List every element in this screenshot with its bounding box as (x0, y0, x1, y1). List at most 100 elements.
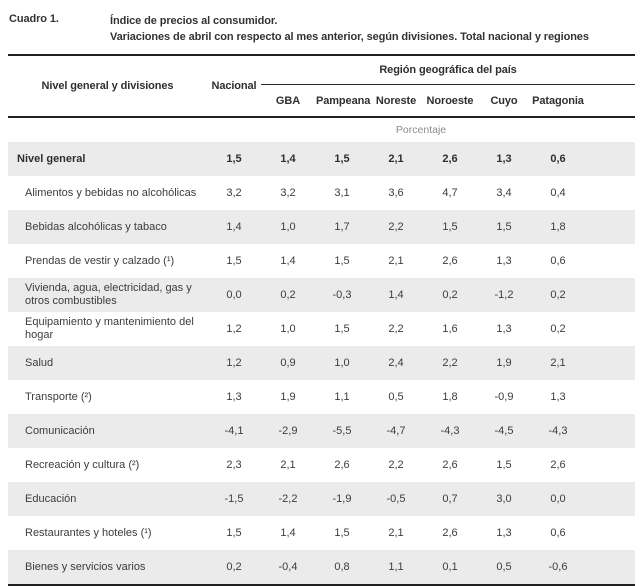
table-row: Recreación y cultura (²) 2,3 2,1 2,6 2,2 2,6 1… (8, 448, 635, 482)
table-row: Educación -1,5 -2,2 -1,9 -0,5 0,7 3,0 0,0 (8, 482, 636, 516)
value-cell: 1,5 (226, 527, 242, 539)
row-label: Comunicación (25, 424, 95, 437)
value-cell: 1,5 (226, 153, 242, 165)
value-cell: 0,2 (226, 561, 242, 573)
row-spacer (585, 550, 635, 585)
value-cell: -2,9 (278, 425, 298, 437)
table-title-line2: Variaciones de abril con respecto al mes… (110, 31, 589, 43)
value-cell: 1,4 (226, 221, 242, 233)
value-cell: 2,2 (388, 221, 404, 233)
value-cell: 3,4 (496, 187, 512, 199)
value-cell: 1,7 (334, 221, 350, 233)
value-cell: 0,2 (442, 289, 458, 301)
row-label: Salud (25, 356, 54, 369)
value-cell: 2,1 (280, 459, 296, 471)
value-cell: 0,6 (550, 527, 566, 539)
value-cell: 1,3 (496, 323, 512, 335)
value-cell: 1,4 (280, 527, 296, 539)
value-cell: 1,1 (388, 561, 404, 573)
row-spacer (585, 516, 635, 550)
value-cell: 0,2 (280, 289, 296, 301)
row-spacer (585, 380, 635, 414)
value-cell: 3,2 (226, 187, 242, 199)
value-cell: -4,3 (548, 425, 568, 437)
value-cell: 0,6 (550, 255, 566, 267)
value-cell: -0,6 (548, 561, 568, 573)
value-cell: 0,4 (550, 187, 566, 199)
row-spacer (585, 244, 635, 278)
row-label: Vivienda, agua, electricidad, gas y otro… (25, 282, 192, 307)
value-cell: 2,2 (442, 357, 458, 369)
value-cell: 1,2 (226, 323, 242, 335)
value-cell: 0,0 (550, 493, 566, 505)
value-cell: 1,8 (442, 391, 458, 403)
value-cell: -0,9 (494, 391, 514, 403)
unit-label: Porcentaje (395, 124, 447, 136)
value-cell: 3,0 (496, 493, 512, 505)
header-region-cuyo: Cuyo (477, 84, 531, 118)
value-cell: 1,5 (496, 459, 512, 471)
table-header: Nivel general y divisiones Nacional Regi… (8, 55, 636, 118)
row-label: Bienes y servicios varios (25, 560, 146, 573)
value-cell: 2,3 (226, 459, 242, 471)
value-cell: 2,6 (442, 527, 458, 539)
value-cell: 1,0 (280, 221, 296, 233)
row-label: Nivel general (17, 152, 86, 165)
value-cell: 1,0 (334, 357, 350, 369)
value-cell: 1,6 (442, 323, 458, 335)
row-spacer (585, 176, 635, 210)
header-region-noroeste: Noroeste (423, 84, 477, 118)
table-row: Bebidas alcohólicas y tabaco 1,4 1,0 1,7 2,2… (8, 210, 636, 244)
value-cell: 2,6 (550, 459, 566, 471)
value-cell: 1,5 (334, 153, 350, 165)
value-cell: 0,2 (550, 289, 566, 301)
header-region-patagonia: Patagonia (531, 84, 585, 118)
value-cell: 1,4 (280, 255, 296, 267)
value-cell: 2,4 (388, 357, 404, 369)
header-spacer (585, 84, 636, 118)
value-cell: -1,5 (224, 493, 244, 505)
row-spacer (585, 346, 635, 380)
value-cell: -0,4 (278, 561, 298, 573)
header-region-pampeana: Pampeana (315, 84, 370, 118)
value-cell: 1,5 (334, 323, 350, 335)
row-spacer (585, 482, 635, 516)
value-cell: 1,5 (442, 221, 458, 233)
table-row: Transporte (²) 1,3 1,9 1,1 0,5 1,8 -0,9 1,3 (8, 380, 635, 414)
value-cell: 0,9 (280, 357, 296, 369)
value-cell: -4,5 (494, 425, 514, 437)
value-cell: 2,2 (388, 459, 404, 471)
value-cell: 1,1 (334, 391, 350, 403)
value-cell: 1,4 (388, 289, 404, 301)
row-spacer (585, 210, 635, 244)
value-cell: 1,3 (226, 391, 242, 403)
value-cell: 1,2 (226, 357, 242, 369)
row-label: Bebidas alcohólicas y tabaco (25, 220, 167, 233)
value-cell: -1,9 (332, 493, 352, 505)
header-divisions: Nivel general y divisiones (8, 55, 207, 118)
row-label: Transporte (²) (25, 390, 92, 403)
value-cell: 1,9 (280, 391, 296, 403)
table-body: Nivel general 1,5 1,4 1,5 2,1 2,6 1,3 0,6 Alimen… (8, 142, 636, 585)
price-index-table: Nivel general y divisiones Nacional Regi… (8, 54, 636, 586)
table-row: Prendas de vestir y calzado (¹) 1,5 1,4 1,5… (8, 244, 635, 278)
row-label: Recreación y cultura (²) (25, 458, 140, 471)
table-row: Equipamiento y mantenimiento del hogar 1,… (8, 312, 635, 346)
value-cell: -4,1 (224, 425, 244, 437)
value-cell: 1,9 (496, 357, 512, 369)
value-cell: 1,5 (226, 255, 242, 267)
row-spacer (585, 142, 635, 176)
value-cell: 2,6 (334, 459, 350, 471)
header-region-group: Región geográfica del país (261, 55, 636, 85)
table-row: Bienes y servicios varios 0,2 -0,4 0,8 1,1 0,… (8, 550, 636, 585)
table-row: Restaurantes y hoteles (¹) 1,5 1,4 1,5 2,1 2,… (8, 516, 635, 550)
table-caption: Cuadro 1. Índice de precios al consumido… (0, 0, 643, 45)
table-row: Alimentos y bebidas no alcohólicas 3,2 3,2… (8, 176, 635, 210)
value-cell: -4,3 (440, 425, 460, 437)
row-label: Restaurantes y hoteles (¹) (25, 526, 152, 539)
value-cell: -5,5 (332, 425, 352, 437)
value-cell: 1,3 (496, 153, 512, 165)
value-cell: 2,6 (442, 459, 458, 471)
value-cell: 2,1 (550, 357, 566, 369)
